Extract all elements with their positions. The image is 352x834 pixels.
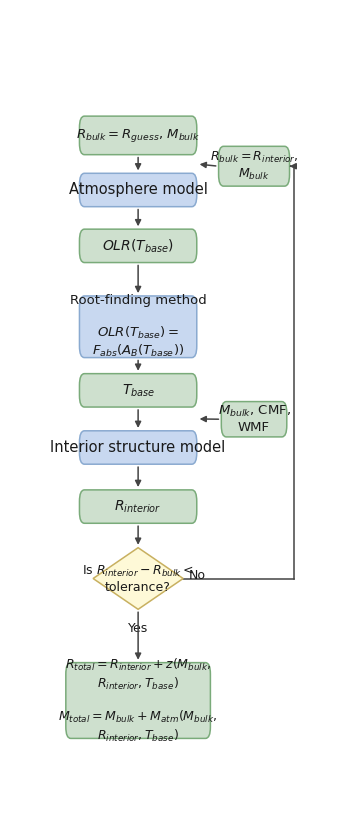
FancyBboxPatch shape xyxy=(80,173,197,207)
Text: Root-finding method

$OLR(T_{base}) =$
$F_{abs}(A_B(T_{base}))$: Root-finding method $OLR(T_{base}) =$ $F… xyxy=(70,294,207,359)
FancyBboxPatch shape xyxy=(80,490,197,523)
FancyBboxPatch shape xyxy=(80,296,197,358)
Text: $R_{bulk} = R_{guess}$, $M_{bulk}$: $R_{bulk} = R_{guess}$, $M_{bulk}$ xyxy=(76,127,200,144)
Polygon shape xyxy=(93,548,183,610)
Text: $R_{total} = R_{interior} + z(M_{bulk},$
$R_{interior}, T_{base})$

$M_{total} =: $R_{total} = R_{interior} + z(M_{bulk},$… xyxy=(58,657,218,744)
FancyBboxPatch shape xyxy=(80,229,197,263)
Text: Yes: Yes xyxy=(128,622,148,636)
FancyBboxPatch shape xyxy=(66,663,210,738)
Text: $M_{bulk}$, CMF,
WMF: $M_{bulk}$, CMF, WMF xyxy=(218,404,291,435)
FancyBboxPatch shape xyxy=(80,116,197,154)
Text: $R_{interior}$: $R_{interior}$ xyxy=(114,499,162,515)
Text: Atmosphere model: Atmosphere model xyxy=(69,183,208,198)
FancyBboxPatch shape xyxy=(221,402,287,437)
Text: $R_{bulk} = R_{interior}$,
$M_{bulk}$: $R_{bulk} = R_{interior}$, $M_{bulk}$ xyxy=(210,150,298,183)
Text: No: No xyxy=(189,569,206,582)
FancyBboxPatch shape xyxy=(80,374,197,407)
Text: Interior structure model: Interior structure model xyxy=(50,440,226,455)
Text: Is $R_{interior} - R_{bulk} <$
tolerance?: Is $R_{interior} - R_{bulk} <$ tolerance… xyxy=(82,564,194,594)
FancyBboxPatch shape xyxy=(80,431,197,465)
Text: $T_{base}$: $T_{base}$ xyxy=(121,382,155,399)
FancyBboxPatch shape xyxy=(219,146,289,186)
Text: $OLR(T_{base})$: $OLR(T_{base})$ xyxy=(102,237,174,254)
